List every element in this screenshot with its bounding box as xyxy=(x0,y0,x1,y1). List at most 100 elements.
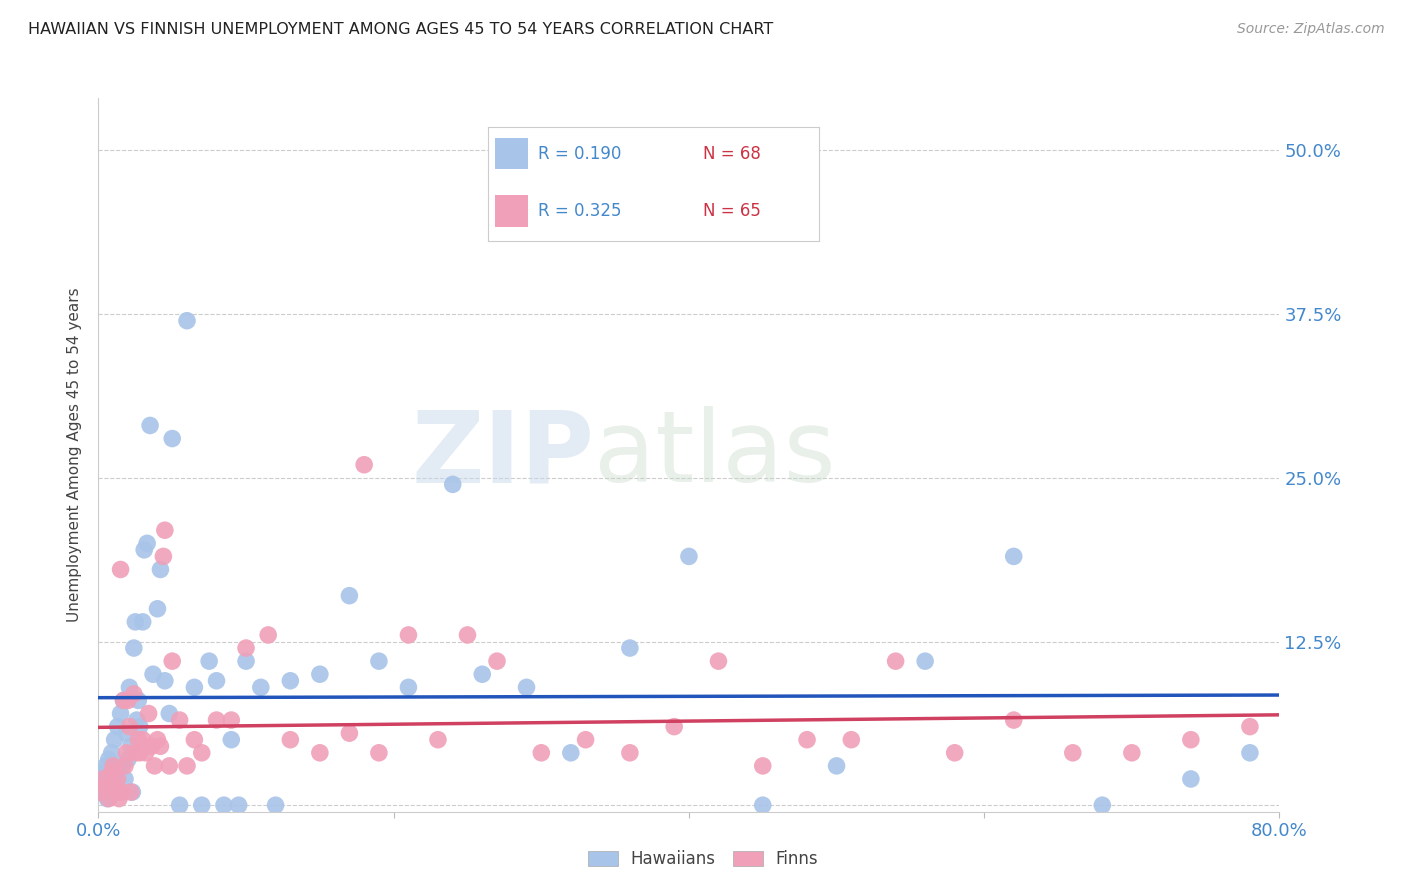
Point xyxy=(103,779,125,793)
Point xyxy=(115,726,138,740)
Point xyxy=(120,739,142,754)
Point xyxy=(257,628,280,642)
Point xyxy=(117,752,139,766)
Point xyxy=(114,759,136,773)
Point xyxy=(107,720,129,734)
Point xyxy=(183,732,205,747)
Point xyxy=(884,654,907,668)
Point xyxy=(1091,798,1114,813)
Point xyxy=(118,720,141,734)
Point xyxy=(103,759,125,773)
Point xyxy=(105,785,128,799)
Text: HAWAIIAN VS FINNISH UNEMPLOYMENT AMONG AGES 45 TO 54 YEARS CORRELATION CHART: HAWAIIAN VS FINNISH UNEMPLOYMENT AMONG A… xyxy=(28,22,773,37)
Point xyxy=(1239,746,1261,760)
Point xyxy=(205,673,228,688)
Point xyxy=(169,798,191,813)
Point xyxy=(619,641,641,656)
Point xyxy=(124,615,146,629)
Point xyxy=(97,791,120,805)
Point xyxy=(110,562,132,576)
Point xyxy=(111,759,134,773)
Point xyxy=(219,713,242,727)
Point xyxy=(100,746,122,760)
Point xyxy=(93,785,115,799)
Point xyxy=(112,693,135,707)
Point xyxy=(619,746,641,760)
Point xyxy=(176,759,198,773)
Point xyxy=(278,732,302,747)
Point xyxy=(146,601,169,615)
Point xyxy=(110,706,132,721)
Point xyxy=(90,779,112,793)
Point xyxy=(139,418,162,433)
Point xyxy=(309,667,332,681)
Point xyxy=(205,713,228,727)
Point xyxy=(143,759,166,773)
Point xyxy=(191,746,214,760)
Point xyxy=(152,549,174,564)
Point xyxy=(560,746,582,760)
Point xyxy=(471,667,494,681)
Point xyxy=(353,458,375,472)
Point xyxy=(441,477,464,491)
Point xyxy=(120,785,142,799)
Legend: Hawaiians, Finns: Hawaiians, Finns xyxy=(581,844,825,875)
Point xyxy=(118,681,141,695)
Point xyxy=(1180,732,1202,747)
Point xyxy=(530,746,553,760)
Point xyxy=(1180,772,1202,786)
Point xyxy=(112,693,135,707)
Point xyxy=(825,759,848,773)
Point xyxy=(125,713,148,727)
Point xyxy=(943,746,966,760)
Point xyxy=(89,772,111,786)
Point xyxy=(1239,720,1261,734)
Point xyxy=(121,785,143,799)
Point xyxy=(104,732,127,747)
Point xyxy=(132,732,155,747)
Point xyxy=(228,798,250,813)
Point xyxy=(124,746,146,760)
Point xyxy=(1062,746,1084,760)
Point xyxy=(707,654,730,668)
Point xyxy=(98,772,121,786)
Point xyxy=(100,765,122,780)
Point xyxy=(664,720,686,734)
Point xyxy=(339,589,360,603)
Point xyxy=(132,615,155,629)
Point xyxy=(162,432,183,446)
Point xyxy=(138,706,160,721)
Point xyxy=(157,759,180,773)
Point xyxy=(841,732,863,747)
Point xyxy=(914,654,936,668)
Point xyxy=(107,772,129,786)
Point xyxy=(94,759,117,773)
Point xyxy=(235,641,257,656)
Point xyxy=(128,720,150,734)
Point xyxy=(108,785,131,799)
Point xyxy=(1121,746,1143,760)
Point xyxy=(486,654,509,668)
Point xyxy=(427,732,450,747)
Point xyxy=(134,542,156,557)
Point xyxy=(219,732,242,747)
Point xyxy=(396,681,419,695)
Point xyxy=(142,667,165,681)
Point xyxy=(97,752,120,766)
Point xyxy=(135,746,157,760)
Point xyxy=(309,746,332,760)
Point xyxy=(183,681,205,695)
Point xyxy=(169,713,191,727)
Point xyxy=(136,536,159,550)
Point xyxy=(1002,549,1025,564)
Point xyxy=(91,765,114,780)
Point xyxy=(574,732,596,747)
Point xyxy=(278,673,302,688)
Point xyxy=(146,732,169,747)
Text: atlas: atlas xyxy=(595,407,837,503)
Point xyxy=(111,785,134,799)
Point xyxy=(108,791,131,805)
Point xyxy=(162,654,183,668)
Point xyxy=(250,681,273,695)
Point xyxy=(115,746,138,760)
